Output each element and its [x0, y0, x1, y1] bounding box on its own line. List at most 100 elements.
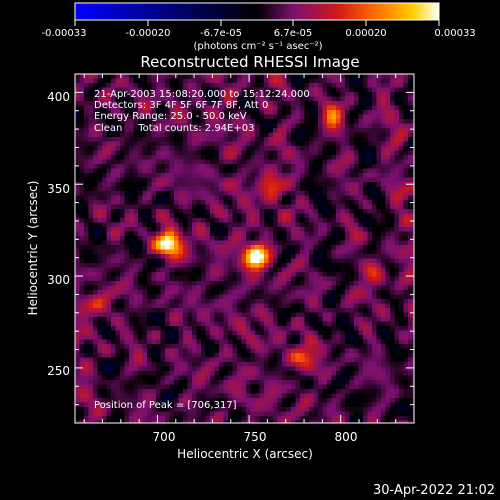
heatmap-cell — [358, 303, 364, 309]
heatmap-cell — [331, 335, 337, 341]
heatmap-cell — [394, 168, 400, 174]
heatmap-cell — [372, 231, 378, 237]
heatmap-cell — [192, 92, 198, 98]
heatmap-cell — [111, 362, 117, 368]
heatmap-cell — [246, 321, 252, 327]
heatmap-cell — [187, 128, 193, 134]
heatmap-cell — [178, 290, 184, 296]
heatmap-cell — [381, 308, 387, 314]
heatmap-cell — [129, 222, 135, 228]
heatmap-cell — [259, 285, 265, 291]
heatmap-cell — [84, 218, 90, 224]
heatmap-cell — [403, 308, 409, 314]
heatmap-cell — [403, 83, 409, 89]
heatmap-cell — [313, 110, 319, 116]
heatmap-cell — [138, 110, 144, 116]
heatmap-cell — [133, 326, 139, 332]
heatmap-cell — [345, 267, 351, 273]
heatmap-cell — [367, 164, 373, 170]
heatmap-cell — [232, 312, 238, 318]
heatmap-cell — [223, 195, 229, 201]
heatmap-cell — [268, 335, 274, 341]
heatmap-cell — [367, 357, 373, 363]
heatmap-cell — [142, 276, 148, 282]
heatmap-cell — [300, 119, 306, 125]
heatmap-cell — [151, 92, 157, 98]
heatmap-cell — [376, 195, 382, 201]
heatmap-cell — [300, 299, 306, 305]
heatmap-cell — [124, 101, 130, 107]
heatmap-cell — [259, 204, 265, 210]
heatmap-cell — [205, 249, 211, 255]
heatmap-cell — [327, 222, 333, 228]
heatmap-cell — [259, 353, 265, 359]
heatmap-cell — [237, 105, 243, 111]
heatmap-cell — [120, 326, 126, 332]
heatmap-cell — [228, 137, 234, 143]
heatmap-cell — [318, 258, 324, 264]
heatmap-cell — [187, 78, 193, 84]
heatmap-cell — [241, 258, 247, 264]
heatmap-cell — [75, 101, 81, 107]
heatmap-cell — [322, 123, 328, 129]
heatmap-cell — [183, 326, 189, 332]
colorbar-tick-label: -0.00020 — [126, 28, 171, 39]
heatmap-cell — [403, 245, 409, 251]
heatmap-cell — [133, 141, 139, 147]
heatmap-cell — [84, 326, 90, 332]
heatmap-cell — [255, 227, 261, 233]
heatmap-cell — [138, 213, 144, 219]
heatmap-cell — [79, 74, 85, 80]
heatmap-cell — [367, 317, 373, 323]
heatmap-cell — [165, 353, 171, 359]
heatmap-cell — [408, 96, 414, 102]
heatmap-cell — [156, 218, 162, 224]
heatmap-cell — [120, 141, 126, 147]
heatmap-cell — [345, 290, 351, 296]
heatmap-cell — [241, 276, 247, 282]
heatmap-cell — [151, 258, 157, 264]
heatmap-cell — [93, 353, 99, 359]
heatmap-cell — [313, 312, 319, 318]
heatmap-cell — [273, 110, 279, 116]
heatmap-cell — [286, 339, 292, 345]
heatmap-image — [75, 74, 414, 423]
heatmap-cell — [165, 209, 171, 215]
heatmap-cell — [313, 258, 319, 264]
heatmap-cell — [268, 159, 274, 165]
heatmap-cell — [385, 123, 391, 129]
heatmap-cell — [228, 231, 234, 237]
heatmap-cell — [399, 227, 405, 233]
heatmap-cell — [165, 87, 171, 93]
heatmap-cell — [349, 137, 355, 143]
heatmap-cell — [394, 312, 400, 318]
heatmap-cell — [160, 285, 166, 291]
heatmap-cell — [97, 83, 103, 89]
heatmap-cell — [201, 110, 207, 116]
heatmap-cell — [102, 272, 108, 278]
heatmap-cell — [205, 150, 211, 156]
heatmap-cell — [93, 267, 99, 273]
heatmap-cell — [246, 357, 252, 363]
heatmap-cell — [372, 339, 378, 345]
heatmap-cell — [75, 276, 81, 282]
heatmap-cell — [84, 150, 90, 156]
heatmap-cell — [349, 236, 355, 242]
heatmap-cell — [322, 353, 328, 359]
heatmap-cell — [201, 330, 207, 336]
heatmap-cell — [286, 191, 292, 197]
heatmap-cell — [336, 276, 342, 282]
heatmap-cell — [277, 168, 283, 174]
heatmap-cell — [367, 353, 373, 359]
heatmap-cell — [160, 281, 166, 287]
heatmap-cell — [183, 191, 189, 197]
heatmap-cell — [142, 150, 148, 156]
heatmap-cell — [138, 299, 144, 305]
heatmap-cell — [295, 209, 301, 215]
heatmap-cell — [79, 96, 85, 102]
heatmap-cell — [358, 78, 364, 84]
heatmap-cell — [381, 164, 387, 170]
heatmap-cell — [345, 150, 351, 156]
heatmap-cell — [259, 110, 265, 116]
heatmap-cell — [138, 101, 144, 107]
